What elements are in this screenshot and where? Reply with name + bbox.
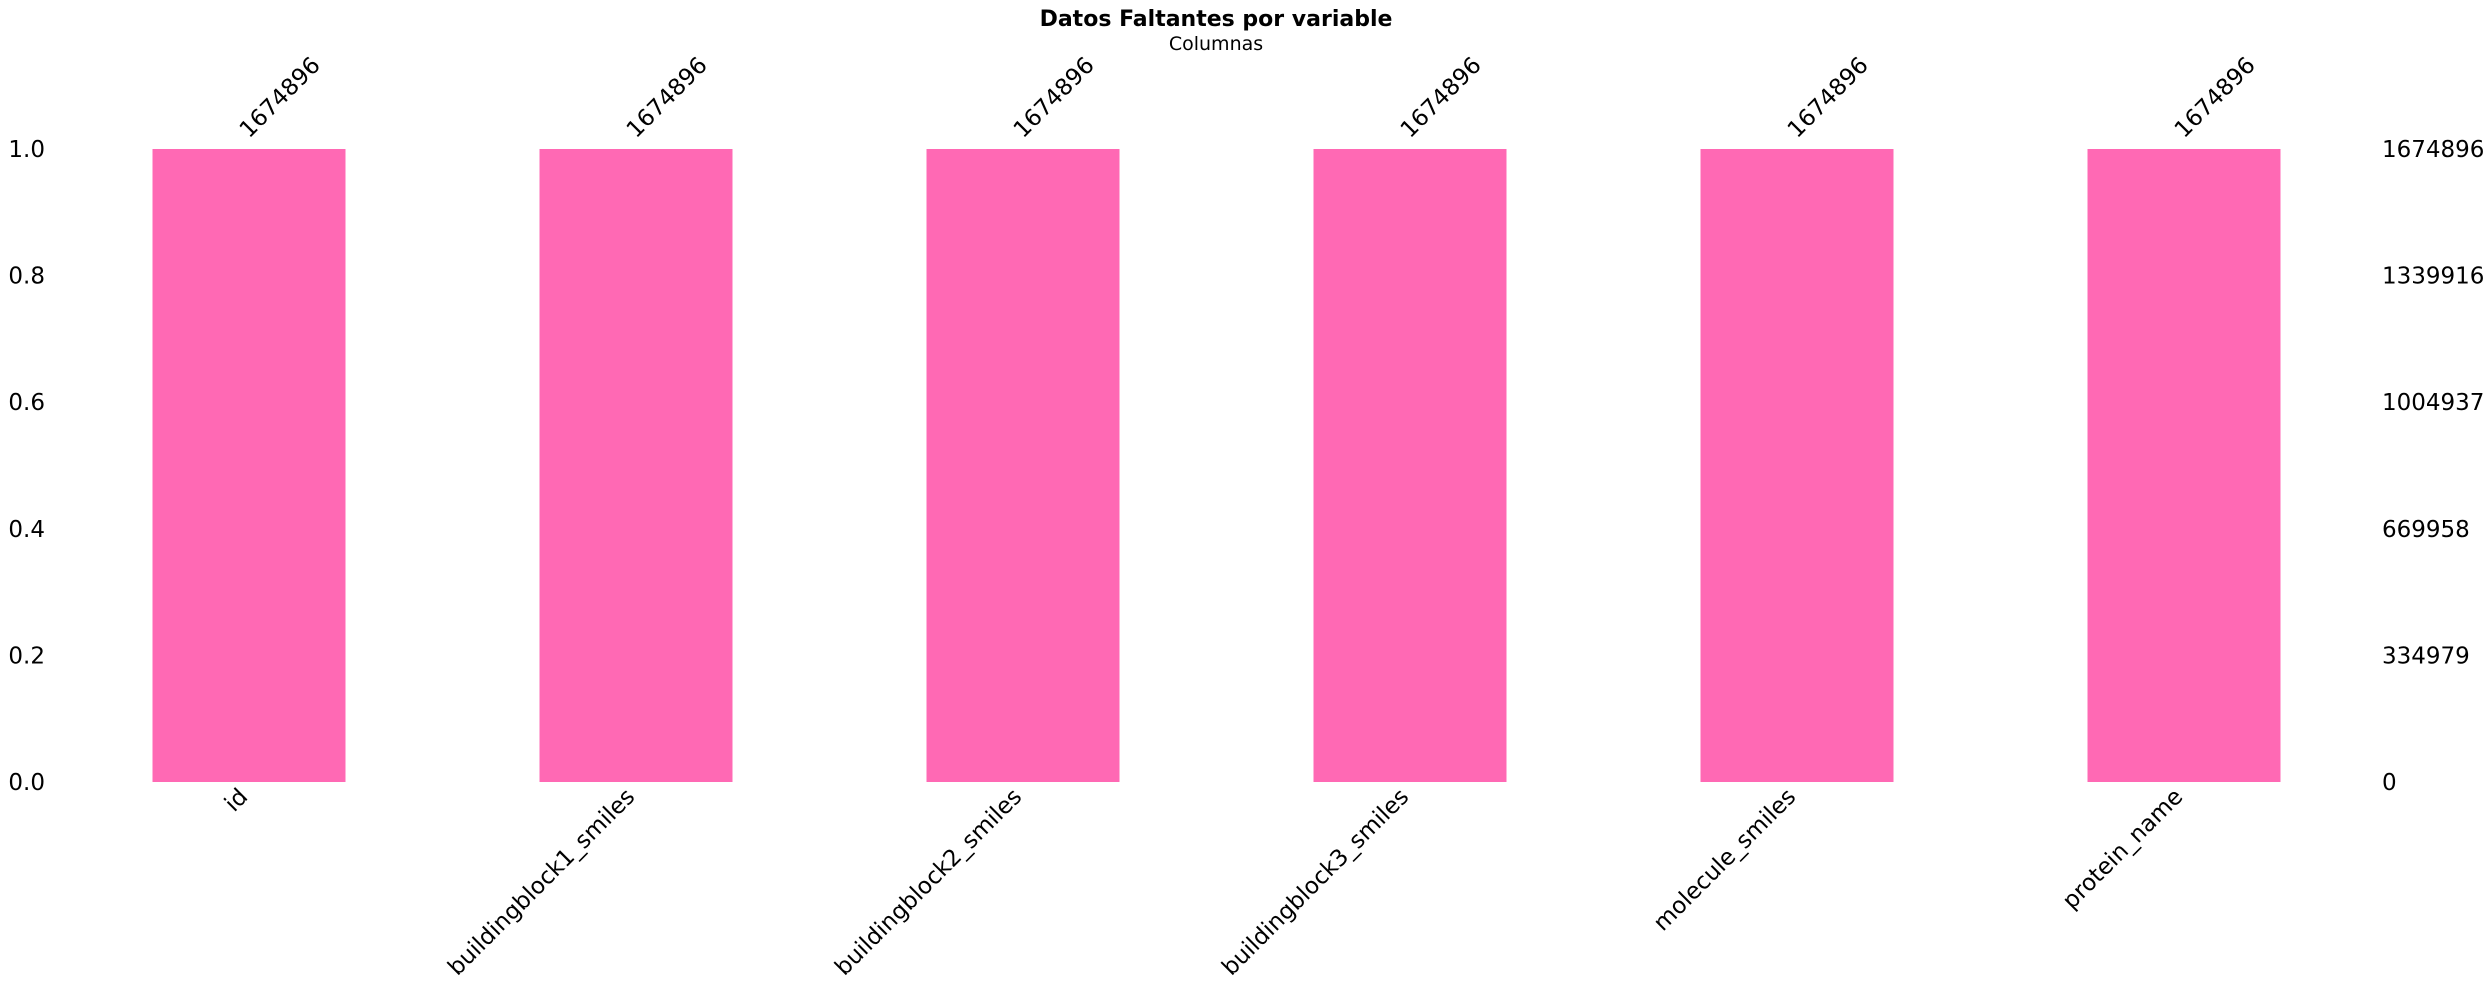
x-tick-label-2: buildingblock2_smiles xyxy=(830,784,1027,981)
bar-1 xyxy=(539,149,733,782)
chart-subtitle: Columnas xyxy=(1169,33,1263,55)
count-label-2: 1674896 xyxy=(1009,52,1100,143)
count-label-5: 1674896 xyxy=(2170,52,2261,143)
bar-2 xyxy=(926,149,1120,782)
count-label-0: 1674896 xyxy=(235,52,326,143)
y-tick-right-2: 669958 xyxy=(2382,517,2470,543)
bar-4 xyxy=(1700,149,1894,782)
y-tick-left-5: 1.0 xyxy=(8,137,45,163)
x-tick-label-0: id xyxy=(220,784,253,817)
right-axis: 0 334979 669958 1004937 1339916 1674896 xyxy=(2382,137,2484,796)
chart-title: Datos Faltantes por variable xyxy=(1040,7,1393,32)
x-tick-label-1: buildingblock1_smiles xyxy=(443,784,640,981)
y-tick-right-4: 1339916 xyxy=(2382,264,2484,290)
y-tick-left-3: 0.6 xyxy=(8,390,45,416)
bar-3 xyxy=(1313,149,1507,782)
count-label-3: 1674896 xyxy=(1396,52,1487,143)
y-tick-right-1: 334979 xyxy=(2382,643,2470,669)
y-tick-right-0: 0 xyxy=(2382,770,2397,796)
x-tick-label-4: molecule_smiles xyxy=(1649,784,1801,936)
y-tick-left-2: 0.4 xyxy=(8,517,45,543)
y-tick-right-3: 1004937 xyxy=(2382,390,2484,416)
left-axis: 0.0 0.2 0.4 0.6 0.8 1.0 xyxy=(8,137,45,796)
count-label-4: 1674896 xyxy=(1783,52,1874,143)
count-labels-group: 1674896 1674896 1674896 1674896 1674896 16748… xyxy=(235,52,2261,143)
x-tick-label-5: protein_name xyxy=(2058,784,2188,914)
bars-group xyxy=(152,149,2281,782)
x-tick-label-3: buildingblock3_smiles xyxy=(1217,784,1414,981)
x-axis-labels: id buildingblock1_smiles buildingblock2_sm… xyxy=(220,784,2188,981)
count-label-1: 1674896 xyxy=(622,52,713,143)
y-tick-right-5: 1674896 xyxy=(2382,137,2484,163)
bar-5 xyxy=(2087,149,2281,782)
y-tick-left-1: 0.2 xyxy=(8,643,45,669)
y-tick-left-4: 0.8 xyxy=(8,264,45,290)
y-tick-left-0: 0.0 xyxy=(8,770,45,796)
bar-0 xyxy=(152,149,346,782)
